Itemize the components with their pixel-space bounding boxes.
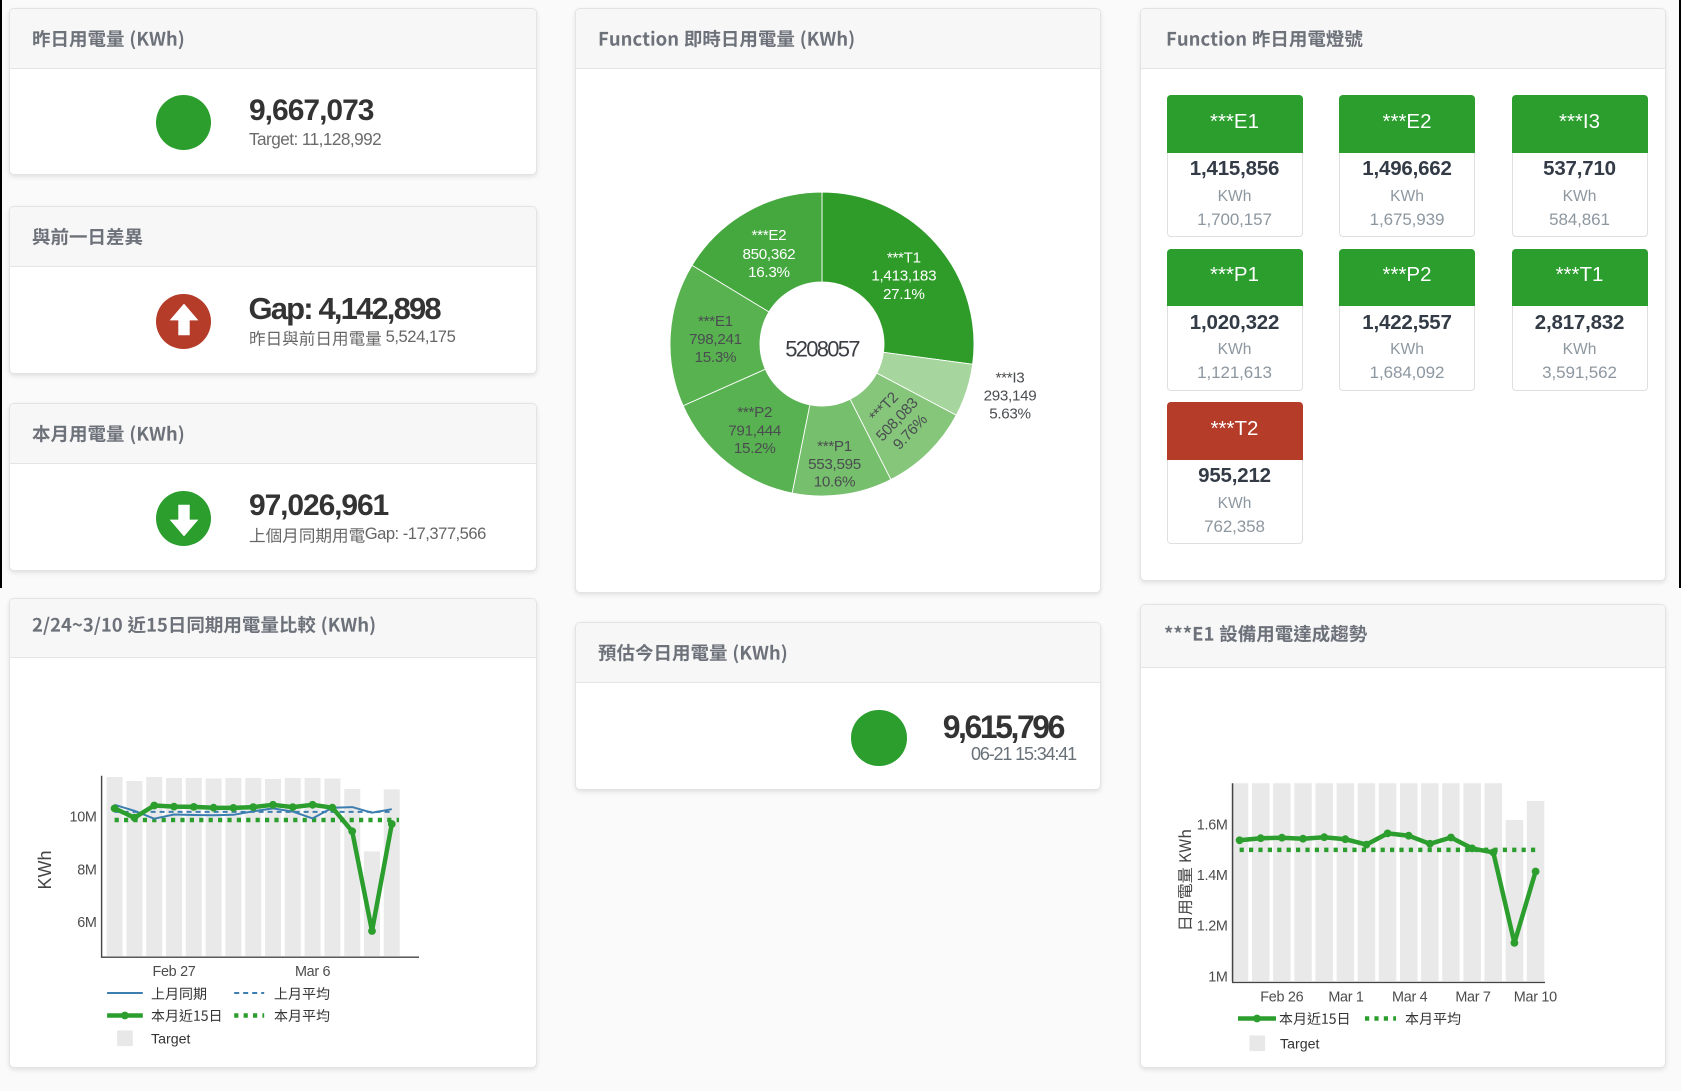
- svg-text:10M: 10M: [69, 810, 96, 826]
- svg-text:6M: 6M: [77, 915, 96, 931]
- svg-text:Mar 6: Mar 6: [295, 964, 331, 980]
- svg-text:5208057: 5208057: [785, 336, 860, 361]
- svg-text:15.3%: 15.3%: [695, 349, 737, 366]
- svg-text:798,241: 798,241: [689, 331, 742, 348]
- svg-text:KWh: KWh: [35, 850, 55, 889]
- svg-text:Feb 27: Feb 27: [152, 964, 195, 980]
- svg-text:Target: Target: [1280, 1037, 1319, 1053]
- svg-text:Mar 7: Mar 7: [1455, 990, 1491, 1006]
- svg-text:850,362: 850,362: [742, 246, 795, 263]
- svg-text:Feb 26: Feb 26: [1260, 990, 1303, 1006]
- svg-text:***T1: ***T1: [887, 250, 921, 267]
- svg-text:1.6M: 1.6M: [1197, 817, 1228, 833]
- svg-text:***P2: ***P2: [737, 404, 772, 421]
- svg-text:5.63%: 5.63%: [989, 405, 1031, 422]
- svg-text:15.2%: 15.2%: [734, 440, 776, 457]
- svg-text:293,149: 293,149: [984, 387, 1037, 404]
- svg-text:10.6%: 10.6%: [814, 474, 856, 491]
- svg-text:1,413,183: 1,413,183: [871, 268, 936, 285]
- svg-text:Mar 1: Mar 1: [1328, 990, 1364, 1006]
- svg-text:1M: 1M: [1208, 969, 1227, 985]
- svg-text:***I3: ***I3: [996, 369, 1025, 386]
- svg-text:1.2M: 1.2M: [1197, 919, 1228, 935]
- svg-text:Mar 10: Mar 10: [1514, 990, 1557, 1006]
- svg-text:1.4M: 1.4M: [1197, 868, 1228, 884]
- svg-text:553,595: 553,595: [808, 456, 861, 473]
- svg-text:8M: 8M: [77, 862, 96, 878]
- svg-text:Target: Target: [151, 1032, 190, 1048]
- svg-text:791,444: 791,444: [728, 422, 781, 439]
- svg-text:***P1: ***P1: [817, 438, 852, 455]
- svg-text:Mar 4: Mar 4: [1392, 990, 1428, 1006]
- svg-text:27.1%: 27.1%: [883, 286, 925, 303]
- svg-text:***E2: ***E2: [751, 227, 786, 244]
- svg-text:16.3%: 16.3%: [748, 264, 790, 281]
- svg-text:***E1: ***E1: [698, 313, 733, 330]
